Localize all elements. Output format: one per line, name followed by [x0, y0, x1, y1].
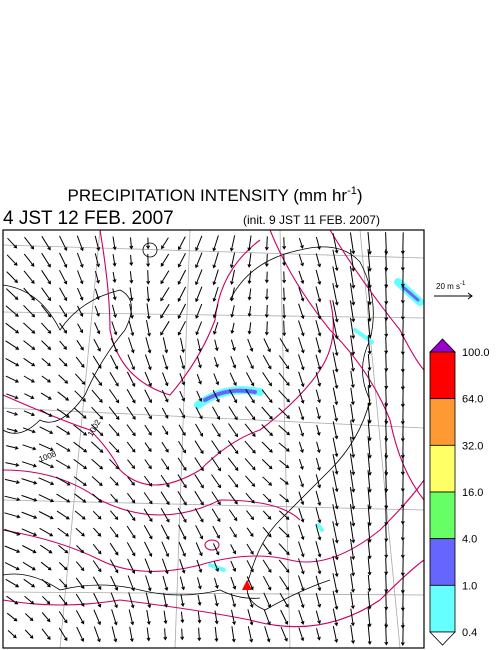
- lake: [142, 242, 158, 258]
- colorbar-segment: [429, 351, 456, 400]
- title-close: ): [357, 186, 363, 205]
- wind-scale-text: 20 m s: [436, 282, 460, 291]
- precip-band: [203, 388, 257, 402]
- isobar: [2, 469, 301, 521]
- colorbar-label: 4.0: [462, 534, 477, 546]
- wind-scale-label: 20 m s-1: [436, 281, 466, 291]
- map-frame: [2, 229, 425, 649]
- colorbar-label: 100.0: [462, 347, 490, 359]
- colorbar-segment: [429, 491, 456, 540]
- colorbar-label: 0.4: [462, 627, 477, 639]
- colorbar-label: 64.0: [462, 394, 483, 406]
- colorbar-label: 1.0: [462, 580, 477, 592]
- isobar: [2, 559, 425, 628]
- wind-arrows: [4, 232, 405, 646]
- colorbar-label: 32.0: [462, 440, 483, 452]
- isobar: [329, 229, 425, 371]
- wind-scale-exponent: -1: [460, 281, 466, 287]
- wind-scale: 20 m s-1: [434, 281, 473, 300]
- colorbar-segment: [429, 398, 456, 446]
- colorbar-under: [429, 631, 456, 646]
- isobar: [269, 229, 425, 501]
- init-time: (init. 9 JST 11 FEB. 2007): [243, 213, 380, 227]
- map: 1002 1008: [2, 229, 425, 649]
- station-marker: [242, 580, 252, 590]
- wind-scale-arrow: [434, 292, 473, 300]
- coastline-south: [2, 573, 261, 599]
- colorbar-segment: [429, 444, 456, 493]
- valid-time: 4 JST 12 FEB. 2007: [3, 208, 174, 229]
- precip-band: [401, 285, 420, 302]
- colorbar-label: 16.0: [462, 487, 483, 499]
- colorbar-segment: [429, 538, 456, 586]
- isobar: [2, 479, 425, 572]
- title-exponent: -1: [347, 185, 357, 197]
- coastline-east: [229, 246, 374, 611]
- isobar: [99, 229, 261, 396]
- longitude-lines: [59, 229, 401, 649]
- colorbar: 100.0 64.0 32.0 16.0 4.0 1.0 0.4: [429, 338, 490, 646]
- title-text: PRECIPITATION INTENSITY (mm hr: [67, 186, 347, 205]
- isobar: [204, 539, 220, 551]
- colorbar-segment: [429, 584, 456, 633]
- coastline-west: [2, 284, 132, 434]
- isobar: [2, 299, 334, 486]
- coastlines: [2, 242, 374, 611]
- isobars: [2, 229, 425, 628]
- colorbar-over: [429, 338, 456, 353]
- title: PRECIPITATION INTENSITY (mm hr-1): [67, 185, 362, 205]
